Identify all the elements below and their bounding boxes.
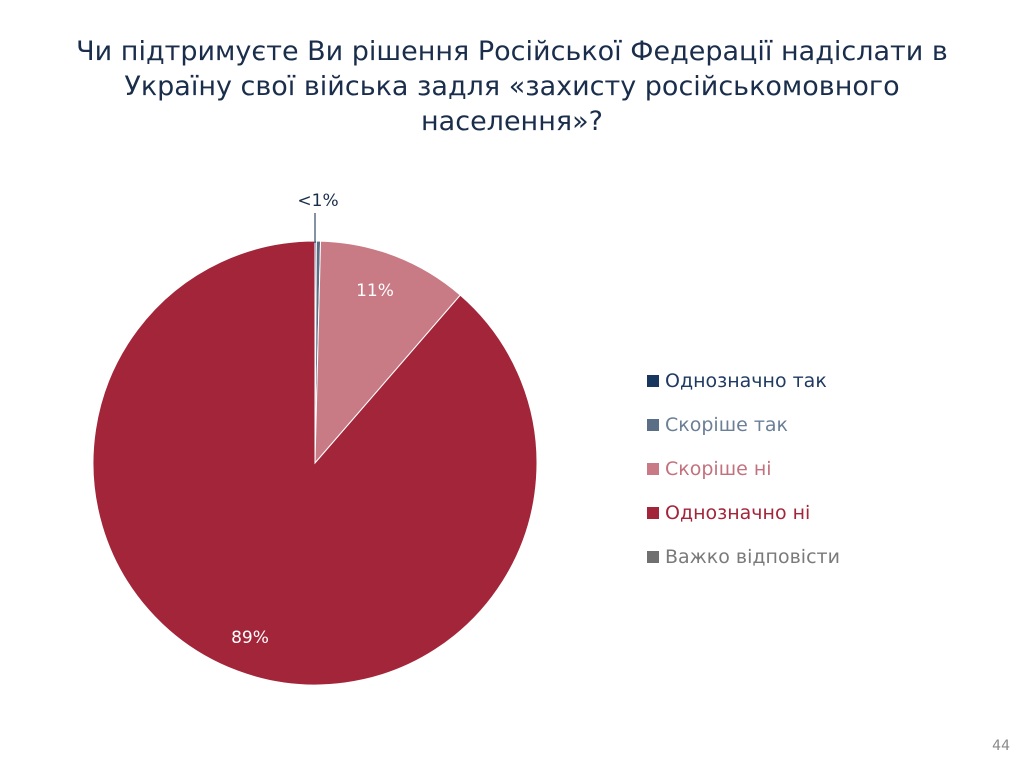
data-label-однозначно-ні: 89% (231, 628, 269, 648)
legend-swatch (647, 419, 659, 431)
chart-legend: Однозначно так Скоріше так Скоріше ні Одноз… (647, 359, 840, 579)
legend-label: Однозначно ні (665, 502, 811, 524)
legend-swatch (647, 551, 659, 563)
legend-label: Скоріше так (665, 414, 789, 436)
legend-item-однозначно-так: Однозначно так (647, 359, 840, 403)
data-label-скоріше-так: <1% (297, 191, 338, 211)
legend-item-важко-відповісти: Важко відповісти (647, 535, 840, 579)
legend-item-скоріше-ні: Скоріше ні (647, 447, 840, 491)
slide-title: Чи підтримуєте Ви рішення Російської Фед… (76, 36, 948, 137)
pie-slice-скоріше-ні (314, 240, 461, 465)
legend-swatch (647, 463, 659, 475)
legend-item-скоріше-так: Скоріше так (647, 403, 840, 447)
legend-item-однозначно-ні: Однозначно ні (647, 491, 840, 535)
data-label-скоріше-ні: 11% (356, 281, 394, 301)
legend-label: Скоріше ні (665, 458, 772, 480)
legend-label: Важко відповісти (665, 546, 840, 568)
legend-swatch (647, 507, 659, 519)
legend-label: Однозначно так (665, 370, 827, 392)
page-number: 44 (992, 738, 1010, 754)
legend-swatch (647, 375, 659, 387)
pie-slice-однозначно-ні (92, 240, 538, 686)
